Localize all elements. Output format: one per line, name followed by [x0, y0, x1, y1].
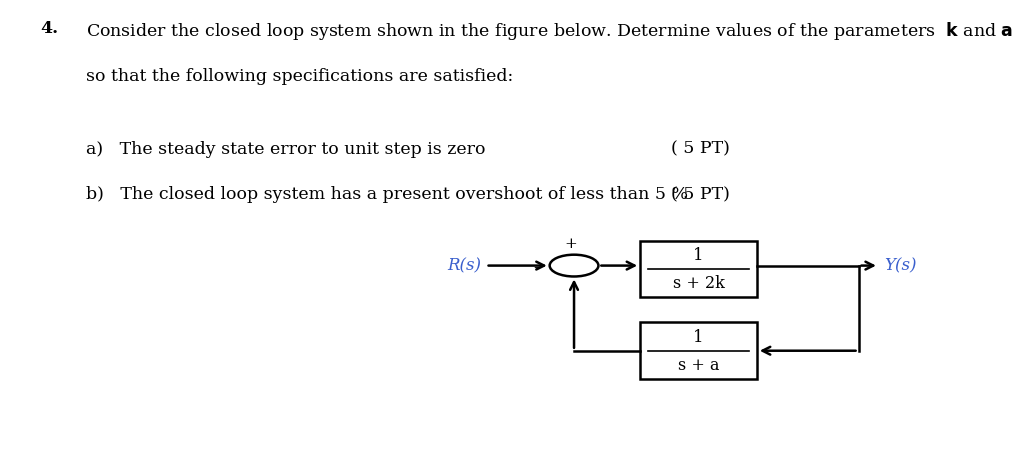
- Text: so that the following specifications are satisfied:: so that the following specifications are…: [86, 68, 514, 85]
- Text: Y(s): Y(s): [884, 257, 916, 274]
- Text: -: -: [533, 259, 539, 277]
- Text: Consider the closed loop system shown in the figure below. Determine values of t: Consider the closed loop system shown in…: [86, 20, 1014, 42]
- Text: s + 2k: s + 2k: [673, 275, 724, 292]
- Bar: [640, 241, 757, 297]
- Text: ( 5 PT): ( 5 PT): [671, 141, 729, 158]
- Text: +: +: [565, 237, 577, 251]
- Text: 1: 1: [693, 247, 704, 264]
- Text: b)   The closed loop system has a present overshoot of less than 5 %: b) The closed loop system has a present …: [86, 186, 689, 203]
- Bar: [640, 322, 757, 379]
- Text: s + a: s + a: [678, 357, 719, 374]
- Text: ( 5 PT): ( 5 PT): [671, 186, 729, 203]
- Text: a)   The steady state error to unit step is zero: a) The steady state error to unit step i…: [86, 141, 486, 158]
- Text: R(s): R(s): [447, 257, 481, 274]
- Text: 1: 1: [693, 329, 704, 346]
- Text: 4.: 4.: [41, 20, 59, 37]
